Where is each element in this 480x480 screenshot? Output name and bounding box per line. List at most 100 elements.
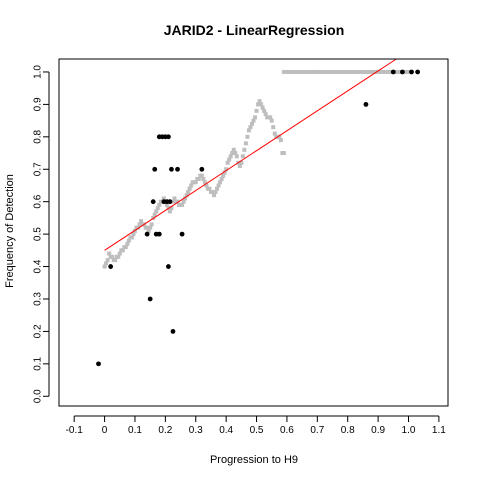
observed-point bbox=[363, 102, 369, 107]
smoothed-point bbox=[125, 241, 130, 246]
smoothed-point bbox=[287, 69, 292, 74]
smoothed-point bbox=[169, 206, 174, 211]
smoothed-point bbox=[240, 154, 245, 159]
smoothed-point bbox=[175, 199, 180, 204]
smoothed-point bbox=[155, 206, 160, 211]
smoothed-point bbox=[406, 69, 411, 74]
smoothed-point bbox=[123, 245, 128, 250]
smoothed-point bbox=[333, 69, 338, 74]
smoothed-point bbox=[366, 69, 371, 74]
smoothed-point bbox=[157, 202, 162, 207]
smoothed-point bbox=[348, 69, 353, 74]
observed-point bbox=[144, 231, 150, 237]
smoothed-point bbox=[152, 212, 157, 217]
smoothed-point bbox=[382, 69, 387, 74]
smoothed-point bbox=[291, 69, 296, 74]
smoothed-point bbox=[336, 69, 341, 74]
smoothed-point bbox=[397, 69, 402, 74]
smoothed-point bbox=[228, 154, 233, 159]
smoothed-point bbox=[342, 69, 347, 74]
observed-point bbox=[167, 199, 173, 205]
smoothed-point bbox=[271, 125, 276, 130]
smoothed-point bbox=[259, 102, 264, 107]
smoothed-point bbox=[216, 183, 221, 188]
smoothed-point bbox=[297, 69, 302, 74]
smoothed-point bbox=[204, 183, 209, 188]
smoothed-point bbox=[107, 251, 112, 256]
smoothed-point bbox=[233, 151, 238, 156]
x-tick-label: 1.1 bbox=[432, 425, 446, 436]
x-tick-label: 0.9 bbox=[371, 425, 385, 436]
observed-series bbox=[96, 69, 421, 367]
y-tick-label: 1.0 bbox=[33, 65, 44, 79]
smoothed-point bbox=[139, 219, 144, 224]
smoothed-point bbox=[243, 141, 248, 146]
smoothed-point bbox=[113, 258, 118, 263]
smoothed-point bbox=[357, 69, 362, 74]
smoothed-point bbox=[260, 105, 265, 110]
smoothed-point bbox=[146, 228, 151, 233]
smoothed-point bbox=[351, 69, 356, 74]
smoothed-point bbox=[263, 112, 268, 117]
smoothed-point bbox=[172, 196, 177, 201]
smoothed-point bbox=[376, 69, 381, 74]
smoothed-point bbox=[187, 186, 192, 191]
observed-point bbox=[175, 166, 180, 172]
smoothed-point bbox=[312, 69, 317, 74]
smoothed-point bbox=[136, 225, 141, 230]
smoothed-point bbox=[254, 108, 259, 113]
smoothed-point bbox=[219, 176, 224, 181]
observed-point bbox=[156, 231, 162, 237]
x-axis: -0.1 0 0.1 0.2 0.3 0.4 0.5 0.6 0.7 0.8 0.9 1.0 1.1 bbox=[66, 415, 446, 436]
observed-point bbox=[166, 134, 171, 140]
smoothed-point bbox=[253, 115, 258, 120]
x-tick-label: 0 bbox=[102, 425, 108, 436]
y-tick-label: 0.9 bbox=[33, 97, 44, 111]
y-tick-label: 0.8 bbox=[33, 129, 44, 143]
observed-point bbox=[150, 199, 156, 205]
smoothed-point bbox=[148, 225, 153, 230]
observed-point bbox=[415, 69, 421, 75]
smoothed-point bbox=[379, 69, 384, 74]
observed-point bbox=[96, 361, 101, 367]
smoothed-point bbox=[117, 251, 122, 256]
smoothed-point bbox=[388, 69, 393, 74]
smoothed-point bbox=[242, 147, 247, 152]
smoothed-point bbox=[222, 170, 227, 175]
observed-point bbox=[179, 231, 185, 237]
smoothed-point bbox=[231, 147, 236, 152]
x-tick-label: 0.7 bbox=[310, 425, 324, 436]
y-tick-label: 0.3 bbox=[33, 292, 44, 306]
smoothed-point bbox=[221, 173, 226, 178]
smoothed-point bbox=[256, 102, 261, 107]
smoothed-point bbox=[196, 176, 201, 181]
smoothed-point bbox=[284, 69, 289, 74]
x-tick-label: 0.2 bbox=[158, 425, 172, 436]
smoothed-point bbox=[170, 199, 175, 204]
smoothed-point bbox=[131, 232, 136, 237]
smoothed-point bbox=[154, 209, 159, 214]
smoothed-point bbox=[199, 173, 204, 178]
x-tick-label: 0.4 bbox=[219, 425, 233, 436]
smoothed-point bbox=[269, 118, 274, 123]
smoothed-point bbox=[186, 189, 191, 194]
smoothed-point bbox=[149, 222, 154, 227]
smoothed-point bbox=[281, 69, 286, 74]
smoothed-point bbox=[193, 180, 198, 185]
observed-point bbox=[409, 69, 414, 75]
smoothed-point bbox=[234, 154, 239, 159]
smoothed-point bbox=[230, 151, 235, 156]
smoothed-point bbox=[294, 69, 299, 74]
smoothed-point bbox=[345, 69, 350, 74]
smoothed-point bbox=[116, 254, 121, 259]
smoothed-point bbox=[161, 196, 166, 201]
smoothed-point bbox=[321, 69, 326, 74]
observed-point bbox=[170, 329, 176, 334]
x-tick-label: 1.0 bbox=[402, 425, 416, 436]
y-tick-label: 0.4 bbox=[33, 259, 44, 273]
smoothed-point bbox=[324, 69, 329, 74]
smoothed-point bbox=[315, 69, 320, 74]
